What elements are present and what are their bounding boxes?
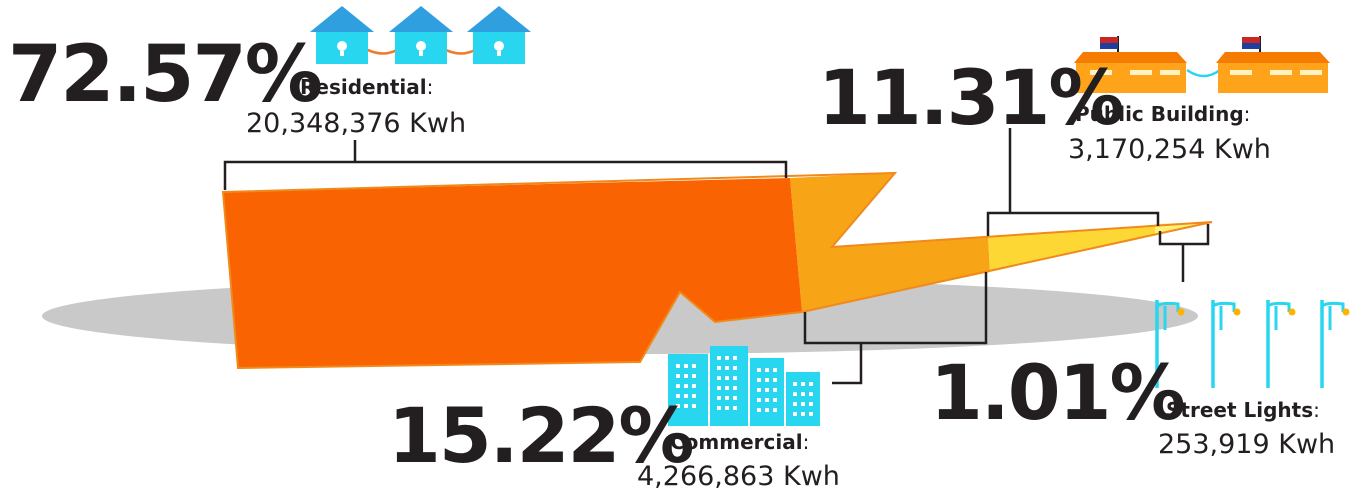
street-light-icons [1155, 300, 1350, 388]
building-icons [668, 346, 820, 426]
residential-value: 20,348,376 Kwh [246, 108, 467, 139]
commercial-bracket [803, 272, 988, 345]
house-icons [310, 6, 531, 64]
house-icon [310, 6, 374, 64]
school-icon [1074, 36, 1187, 93]
commercial-label: Commercial: [670, 430, 810, 454]
public-building-percent: 11.31% [818, 53, 1125, 142]
residential-percent: 72.57% [8, 30, 323, 120]
street-lights-value: 253,919 Kwh [1158, 429, 1336, 460]
public-building-category: Public Building [1075, 102, 1244, 126]
commercial-leader [832, 343, 863, 385]
residential-bracket [223, 160, 788, 190]
school-icons [1074, 36, 1330, 93]
public-building-label: Public Building: [1075, 102, 1251, 126]
building-icon [786, 372, 820, 426]
leader-lines [223, 128, 1210, 385]
bolt-segment-commercial [790, 173, 990, 312]
school-wire [1186, 68, 1221, 78]
residential-category: Residential [300, 75, 427, 99]
bolt-segment-residential [223, 178, 802, 368]
school-icon [1216, 36, 1330, 93]
building-windows [676, 356, 813, 416]
street-lights-percent: 1.01% [930, 348, 1186, 437]
street-light-icon [1266, 300, 1296, 388]
street-lights-label: Street Lights: [1166, 398, 1320, 422]
public-building-value: 3,170,254 Kwh [1068, 134, 1271, 165]
street-light-icon [1211, 300, 1241, 388]
bolt-outline [221, 171, 1213, 370]
commercial-value: 4,266,863 Kwh [637, 461, 840, 492]
street-light-icon [1320, 300, 1350, 388]
commercial-category: Commercial [670, 430, 803, 454]
public-building-bracket [986, 211, 1160, 236]
house-icon [467, 6, 531, 64]
street-lights-category: Street Lights [1166, 398, 1314, 422]
lightning-bolt [221, 171, 1213, 370]
house-icon [389, 6, 453, 64]
commercial-percent: 15.22% [388, 391, 695, 480]
street-light-icon [1155, 300, 1185, 388]
residential-label: Residential: [300, 75, 434, 99]
